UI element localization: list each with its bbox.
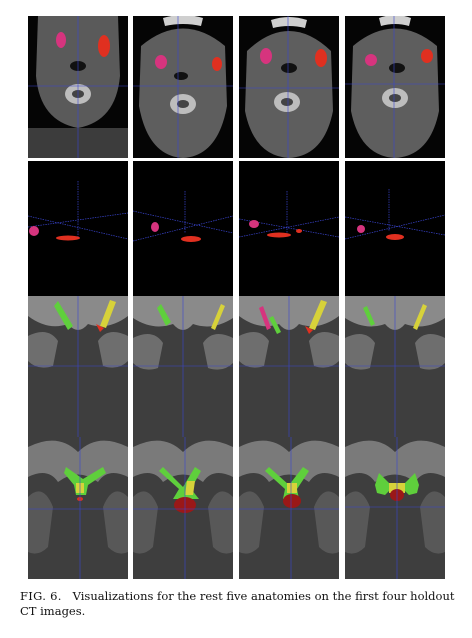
yellow-structure bbox=[309, 300, 327, 330]
panel-3d-2 bbox=[133, 161, 233, 303]
magenta-structure bbox=[365, 54, 377, 66]
axial-ct-image bbox=[133, 16, 233, 158]
red-structure bbox=[181, 236, 201, 242]
magenta-structure bbox=[260, 48, 272, 64]
panel-coronal-4 bbox=[345, 296, 445, 438]
red-structure bbox=[267, 232, 291, 238]
axis-diagonal bbox=[345, 216, 445, 236]
red-structure bbox=[56, 235, 80, 241]
panel-skullbase-4 bbox=[345, 437, 445, 579]
red-structure bbox=[315, 49, 327, 67]
coronal-ct-image bbox=[239, 296, 339, 438]
axis-diagonal bbox=[345, 214, 445, 240]
panel-3d-3 bbox=[239, 161, 339, 303]
panel-axial-1 bbox=[28, 16, 128, 158]
3d-render-image bbox=[133, 161, 233, 303]
green-structure bbox=[363, 306, 375, 326]
yellow-structure bbox=[287, 483, 297, 493]
red-structure bbox=[96, 324, 104, 332]
skull-base-ct-image bbox=[133, 437, 233, 579]
3d-render-image bbox=[239, 161, 339, 303]
coronal-ct-image bbox=[28, 296, 128, 438]
green-structure bbox=[269, 316, 281, 334]
magenta-structure bbox=[249, 220, 259, 228]
axial-ct-image bbox=[239, 16, 339, 158]
figure-label: FIG. 6. bbox=[20, 589, 62, 603]
green-structure bbox=[54, 301, 73, 330]
magenta-structure bbox=[151, 222, 159, 232]
panel-axial-2 bbox=[133, 16, 233, 158]
magenta-structure bbox=[29, 226, 39, 236]
panel-skullbase-2 bbox=[133, 437, 233, 579]
3d-render-image bbox=[28, 161, 128, 303]
red-structure bbox=[386, 234, 404, 240]
axis-diagonal bbox=[28, 212, 128, 228]
panel-coronal-1 bbox=[28, 296, 128, 438]
red-structure-fragment bbox=[296, 229, 302, 233]
panel-coronal-3 bbox=[239, 296, 339, 438]
figure-caption-text: Visualizations for the rest five anatomi… bbox=[20, 589, 455, 618]
red-structure bbox=[98, 35, 110, 57]
panel-coronal-2 bbox=[133, 296, 233, 438]
skull-base-ct-image bbox=[239, 437, 339, 579]
magenta-structure bbox=[357, 225, 365, 233]
yellow-structure bbox=[211, 304, 225, 330]
skull-base-ct-image bbox=[28, 437, 128, 579]
yellow-structure bbox=[100, 300, 116, 328]
magenta-structure bbox=[155, 55, 167, 69]
yellow-structure bbox=[185, 481, 195, 495]
figure-caption: FIG. 6. Visualizations for the rest five… bbox=[20, 589, 460, 619]
panel-axial-4 bbox=[345, 16, 445, 158]
axis-diagonal bbox=[133, 215, 233, 242]
red-structure bbox=[305, 326, 313, 334]
panel-skullbase-3 bbox=[239, 437, 339, 579]
axis-diagonal bbox=[28, 215, 128, 240]
axis-diagonal bbox=[239, 216, 339, 238]
coronal-ct-image bbox=[133, 296, 233, 438]
red-structure bbox=[212, 57, 222, 71]
axial-ct-image bbox=[345, 16, 445, 158]
magenta-structure bbox=[259, 306, 271, 330]
panel-3d-4 bbox=[345, 161, 445, 303]
magenta-structure bbox=[56, 32, 66, 48]
axis-diagonal bbox=[133, 210, 233, 234]
axial-ct-image bbox=[28, 16, 128, 158]
3d-render-image bbox=[345, 161, 445, 303]
green-structure bbox=[265, 467, 309, 499]
skull-base-ct-image bbox=[345, 437, 445, 579]
axis-diagonal bbox=[239, 218, 339, 238]
panel-3d-1 bbox=[28, 161, 128, 303]
yellow-structure bbox=[413, 304, 427, 330]
green-structure bbox=[157, 304, 171, 326]
coronal-ct-image bbox=[345, 296, 445, 438]
red-structure bbox=[421, 49, 433, 63]
panel-axial-3 bbox=[239, 16, 339, 158]
panel-skullbase-1 bbox=[28, 437, 128, 579]
green-structure bbox=[375, 473, 419, 495]
green-structure bbox=[64, 467, 106, 495]
red-structure bbox=[283, 494, 301, 508]
